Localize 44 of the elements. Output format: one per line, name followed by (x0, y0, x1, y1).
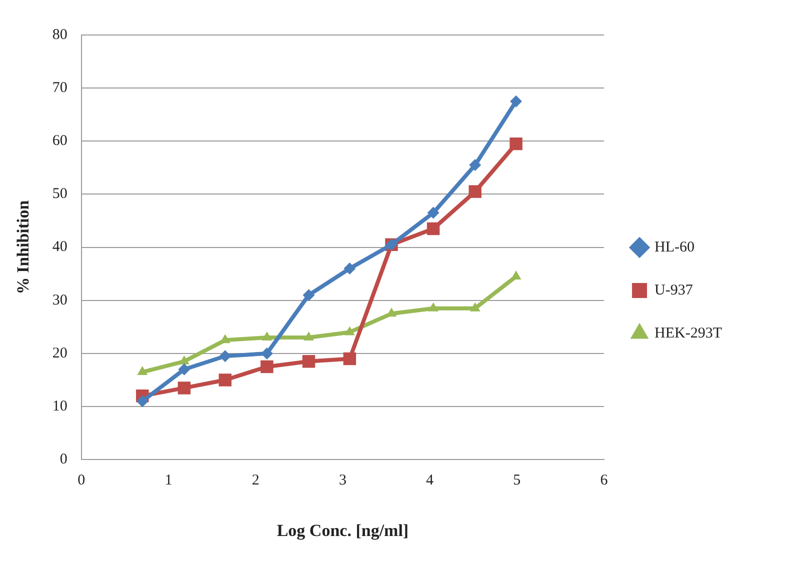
x-tick-label: 4 (426, 472, 434, 489)
point (510, 137, 522, 150)
x-tick-label: 5 (513, 472, 521, 489)
legend-label: HEK-293T (654, 325, 722, 342)
point (218, 374, 232, 386)
x-axis-title: Log Conc. [ng/ml] (276, 521, 409, 540)
x-tick-label: 3 (338, 472, 346, 489)
point (262, 332, 272, 341)
y-tick-label: 40 (52, 239, 68, 256)
point (510, 270, 522, 280)
x-tick-label: 1 (164, 472, 172, 489)
point (469, 159, 482, 172)
y-tick-label: 60 (52, 133, 68, 150)
point (178, 363, 190, 376)
point (302, 289, 315, 302)
point (137, 366, 148, 376)
point (178, 382, 191, 394)
point (260, 360, 274, 374)
point (510, 95, 522, 108)
y-tick-label: 80 (52, 26, 68, 43)
legend-label: HL-60 (654, 239, 695, 256)
point (468, 185, 482, 198)
point (304, 332, 314, 341)
y-axis-title: % Inhibition (14, 200, 33, 294)
y-tick-label: 50 (52, 186, 68, 202)
y-tick-label: 30 (52, 292, 68, 308)
point (302, 355, 316, 368)
x-tick-label: 0 (78, 472, 86, 489)
y-tick-label: 0 (60, 452, 68, 468)
y-tick-label: 70 (52, 80, 68, 96)
x-tick-label: 6 (600, 472, 608, 489)
point (219, 350, 232, 362)
x-tick-label: 2 (252, 472, 260, 489)
legend-label: U-937 (654, 282, 694, 298)
y-tick-label: 10 (52, 398, 68, 414)
point (136, 395, 148, 408)
point (426, 222, 440, 236)
point (428, 302, 438, 312)
point (343, 352, 356, 366)
point (344, 262, 356, 275)
point (470, 302, 480, 312)
point (344, 326, 355, 336)
point (427, 206, 440, 219)
y-tick-label: 20 (52, 345, 68, 362)
